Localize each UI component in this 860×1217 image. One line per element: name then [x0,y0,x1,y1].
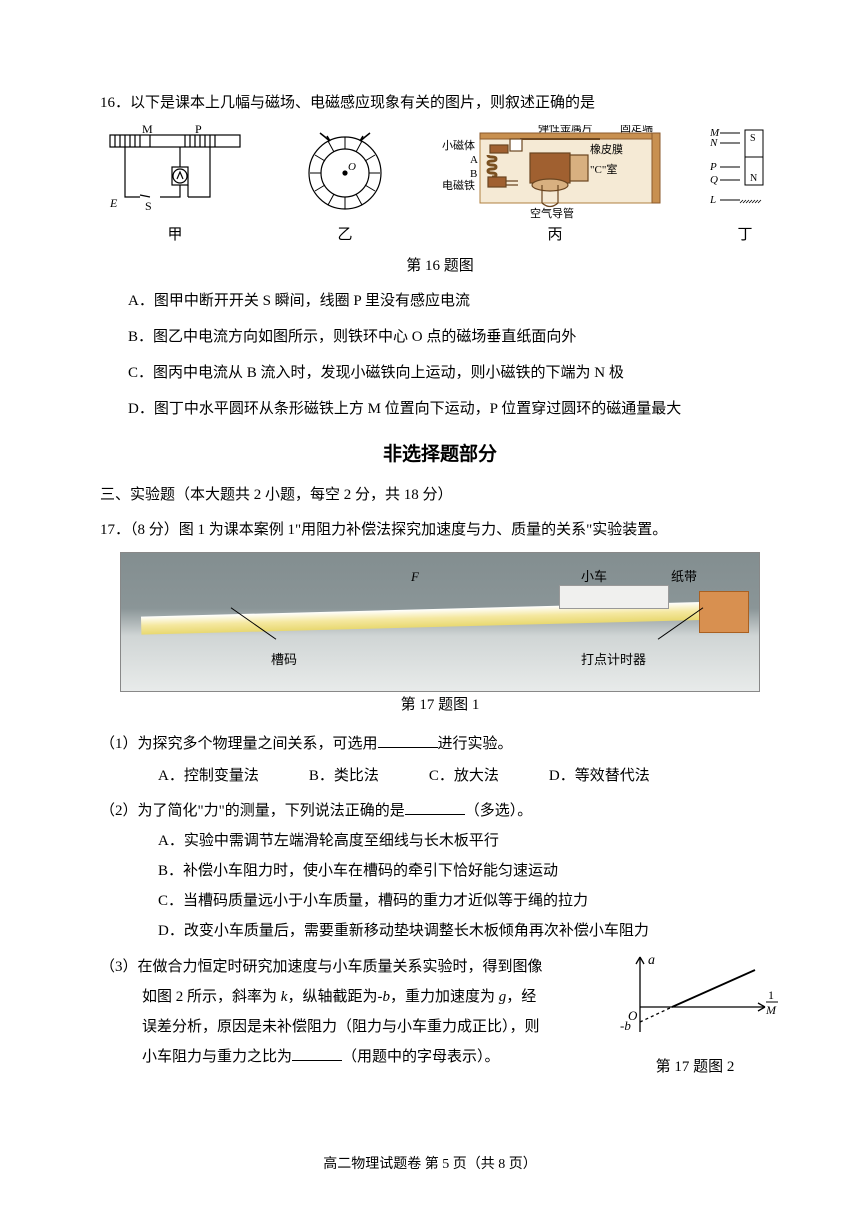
q17-sub3-wrap: （3）在做合力恒定时研究加速度与小车质量关系实验时，得到图像 如图 2 所示，斜… [100,952,780,1081]
q17-sub1: （1）为探究多个物理量之间关系，可选用进行实验。 [100,729,780,759]
section-title: 非选择题部分 [100,438,780,472]
q16-label-d: 丁 [737,222,752,249]
q16-opt-B: B．图乙中电流方向如图所示，则铁环中心 O 点的磁场垂直纸面向外 [128,322,780,352]
q16-fig-bing: 小磁体 A B 电磁铁 弹性金属片 固定端 橡皮膜 "C"室 空气导管 丙 [440,125,670,249]
q17-sub3-blank [292,1046,342,1061]
q17-1-A: A．控制变量法 [158,763,259,790]
q16-fig3-fixed: 固定端 [620,125,653,134]
q17-2-D: D．改变小车质量后，需要重新移动垫块调整长木板倾角再次补偿小车阻力 [158,916,780,946]
q16-opt-A: A．图甲中断开开关 S 瞬间，线圈 P 里没有感应电流 [128,286,780,316]
q16-label-c: 丙 [547,222,562,249]
q16-fig2-svg: O [290,125,400,220]
q17-1-D: D．等效替代法 [549,763,650,790]
section3-header: 三、实验题（本大题共 2 小题，每空 2 分，共 18 分） [100,482,780,509]
graph-x-top: 1 [768,988,774,1002]
q17-2-B: B．补偿小车阻力时，使小车在槽码的牵引下恰好能匀速运动 [158,856,780,886]
q16-fig3-rubber: 橡皮膜 [590,143,623,156]
q17-sub3-text: （3）在做合力恒定时研究加速度与小车质量关系实验时，得到图像 如图 2 所示，斜… [100,952,598,1072]
q16-fig1-svg: M P E S [100,125,250,220]
q17-graph-svg: a 1 M O -b [610,952,780,1052]
svg-text:Q: Q [710,174,718,186]
q17-1-B: B．类比法 [309,763,379,790]
q16-fig3-chamber: "C"室 [590,162,617,176]
q16-fig3-electromagnet: 电磁铁 [442,179,475,192]
q16-fig3-airtube: 空气导管 [530,206,574,220]
svg-text:N: N [750,173,757,184]
q17-label-F: F [411,565,419,588]
q17-sub2-blank [405,800,465,815]
q16-fig2-O: O [348,161,356,173]
graph-a-label: a [648,953,655,968]
q16-opt-C: C．图丙中电流从 B 流入时，发现小磁铁向上运动，则小磁铁的下端为 N 极 [128,358,780,388]
q16-fig1-P: P [195,125,202,136]
q16-fig4-svg: M N P Q L S N [710,125,780,220]
q17-fig2-caption: 第 17 题图 2 [610,1054,780,1081]
q17-label-timer: 打点计时器 [581,648,646,671]
q16-number: 16． [100,95,130,111]
q16-fig-yi: O 乙 [290,125,400,249]
page-footer: 高二物理试题卷 第 5 页（共 8 页） [0,1152,860,1177]
q17-fig1-caption: 第 17 题图 1 [100,692,780,719]
graph-minus-b: -b [620,1018,631,1033]
q16-figures: M P E S 甲 O 乙 [100,125,780,249]
q17-label-weight: 槽码 [271,648,297,671]
q17-label-tape: 纸带 [671,565,697,588]
q16-fig1-M: M [142,125,153,136]
q17-number: 17． [100,522,130,538]
q16-fig1-E: E [109,196,118,210]
svg-text:S: S [750,133,756,144]
q17-2-C: C．当槽码质量远小于小车质量，槽码的重力才近似等于绳的拉力 [158,886,780,916]
q17-stem: 17．（8 分）图 1 为课本案例 1"用阻力补偿法探究加速度与力、质量的关系"… [100,517,780,544]
q17-timer [699,591,749,633]
q17-cart [559,585,669,609]
q16-fig3-svg: 小磁体 A B 电磁铁 弹性金属片 固定端 橡皮膜 "C"室 空气导管 [440,125,670,220]
q16-fig-caption: 第 16 题图 [100,253,780,280]
svg-text:L: L [710,194,716,206]
q16-fig-ding: M N P Q L S N 丁 [710,125,780,249]
svg-text:N: N [710,137,718,149]
q16-label-b: 乙 [337,222,352,249]
q16-fig-jia: M P E S 甲 [100,125,250,249]
q16-fig3-A: A [470,154,478,166]
graph-x-bot: M [765,1003,777,1017]
q16-options: A．图甲中断开开关 S 瞬间，线圈 P 里没有感应电流 B．图乙中电流方向如图所… [128,286,780,424]
q17-1-C: C．放大法 [429,763,499,790]
q16-stem: 16．以下是课本上几幅与磁场、电磁感应现象有关的图片，则叙述正确的是 [100,90,780,117]
q17-photo-wrap: F 小车 纸带 槽码 打点计时器 第 17 题图 1 [100,552,780,719]
q16-fig3-B: B [470,168,477,180]
svg-text:P: P [710,161,717,173]
q17-label-cart: 小车 [581,565,607,588]
q16-opt-D: D．图丁中水平圆环从条形磁铁上方 M 位置向下运动，P 位置穿过圆环的磁通量最大 [128,394,780,424]
q17-2-A: A．实验中需调节左端滑轮高度至细线与长木板平行 [158,826,780,856]
q16-fig3-elastic: 弹性金属片 [538,125,593,134]
q17-sub1-blank [378,733,438,748]
q17-sub2: （2）为了简化"力"的测量，下列说法正确的是（多选）。 [100,796,780,826]
q16-label-a: 甲 [167,222,182,249]
q17-sub1-options: A．控制变量法 B．类比法 C．放大法 D．等效替代法 [158,763,780,790]
q17-photo: F 小车 纸带 槽码 打点计时器 [120,552,760,692]
q16-fig1-S: S [145,199,152,213]
q16-fig3-small-magnet: 小磁体 [442,138,475,152]
q17-fig2: a 1 M O -b 第 17 题图 2 [610,952,780,1081]
